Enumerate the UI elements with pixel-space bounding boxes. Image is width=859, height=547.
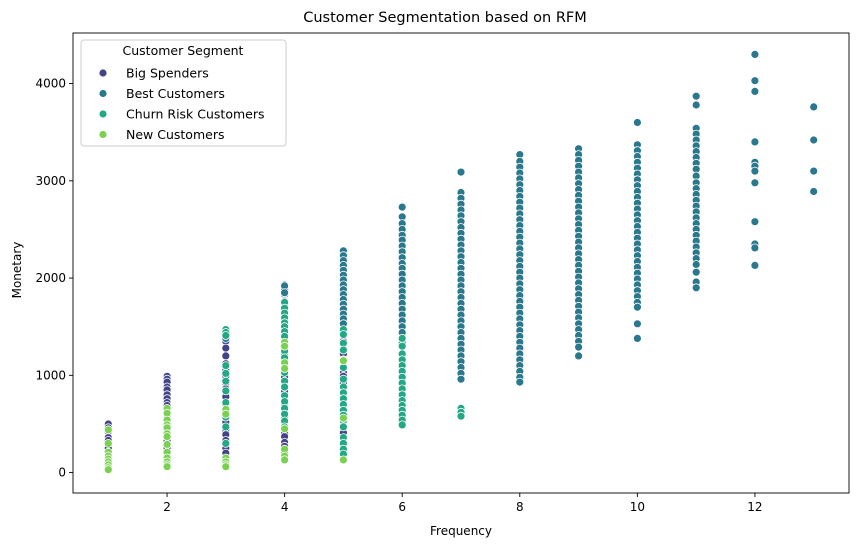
x-tick-label: 6 [398,500,406,514]
scatter-point [633,302,642,312]
scatter-point [221,331,231,340]
scatter-point [750,217,760,227]
scatter-point [809,187,819,196]
scatter-point [221,351,231,361]
scatter-point [221,386,231,396]
scatter-point [338,422,348,432]
scatter-point [162,432,172,442]
scatter-point [280,455,290,465]
scatter-point [691,283,701,293]
x-tick-label: 2 [163,500,171,514]
scatter-point [103,438,113,448]
scatter-point [633,319,642,329]
scatter-point [103,465,113,475]
scatter-point [750,178,760,188]
chart-title: Customer Segmentation based on RFM [303,10,587,26]
legend-marker [98,68,108,78]
y-tick-label: 1000 [35,368,66,382]
scatter-point [456,167,466,177]
legend-marker [98,130,108,139]
scatter-point [338,374,348,384]
scatter-point [221,462,231,472]
y-tick-label: 3000 [35,174,66,188]
scatter-point [691,91,701,101]
x-axis-title: Frequency [430,524,492,538]
scatter-point [221,343,231,353]
x-tick-label: 10 [630,500,645,514]
scatter-point [162,462,172,472]
scatter-point [397,341,407,351]
scatter-point [338,356,348,366]
scatter-point [280,288,290,298]
x-tick-label: 8 [516,500,524,514]
x-axis: 2 4 6 8 10 12 [163,493,763,514]
scatter-point [397,420,407,430]
scatter-point [691,100,701,110]
y-axis: 0 1000 2000 3000 4000 [35,77,73,480]
legend: Customer Segment Big Spenders Best Custome… [80,39,287,147]
series-best-customers [221,50,819,387]
scatter-point [515,377,525,387]
scatter-point [221,361,231,371]
legend-label: Best Customers [126,86,225,101]
scatter-point [338,455,348,465]
scatter-point [750,87,760,96]
scatter-point [103,425,113,435]
scatter-point [221,376,231,386]
scatter-point [162,439,172,449]
scatter-point [750,260,760,270]
y-axis-title: Monetary [10,242,24,299]
scatter-point [750,76,760,86]
legend-marker [98,89,108,98]
legend-box [80,39,287,147]
scatter-point [397,202,407,212]
y-tick-label: 2000 [35,271,66,285]
scatter-point [574,342,583,352]
scatter-point [456,411,466,421]
series-new-customers [103,337,348,475]
scatter-point [221,409,231,419]
plot-frame [72,32,850,494]
scatter-point [633,333,642,343]
scatter-point [221,368,231,378]
y-tick-label: 0 [58,466,66,480]
scatter-point [691,260,701,269]
scatter-point [280,382,290,392]
scatter-point [280,424,290,434]
scatter-point [338,413,348,423]
legend-label: New Customers [126,127,224,142]
legend-marker [98,109,108,119]
scatter-point [750,137,760,147]
scatter-point [809,166,819,176]
legend-label: Churn Risk Customers [126,107,265,122]
scatter-point [221,438,231,448]
scatter-point [750,166,760,176]
x-tick-label: 4 [281,500,289,514]
scatter-point [574,351,583,361]
y-tick-label: 4000 [35,77,66,91]
scatter-point [338,345,348,355]
scatter-point [750,50,760,59]
scatter-point [456,374,466,384]
legend-label: Big Spenders [126,66,209,81]
points-layer [103,50,819,475]
scatter-point [691,267,701,277]
scatter-point [221,422,231,432]
scatter-point [750,243,760,253]
scatter-point [633,118,642,127]
scatter-point [397,333,407,343]
scatter-point [280,364,290,373]
scatter-point [280,341,290,351]
scatter-point [809,135,819,145]
x-tick-label: 12 [747,500,762,514]
scatter-point [338,330,348,339]
scatter-point [809,102,819,112]
legend-title: Customer Segment [123,43,244,58]
